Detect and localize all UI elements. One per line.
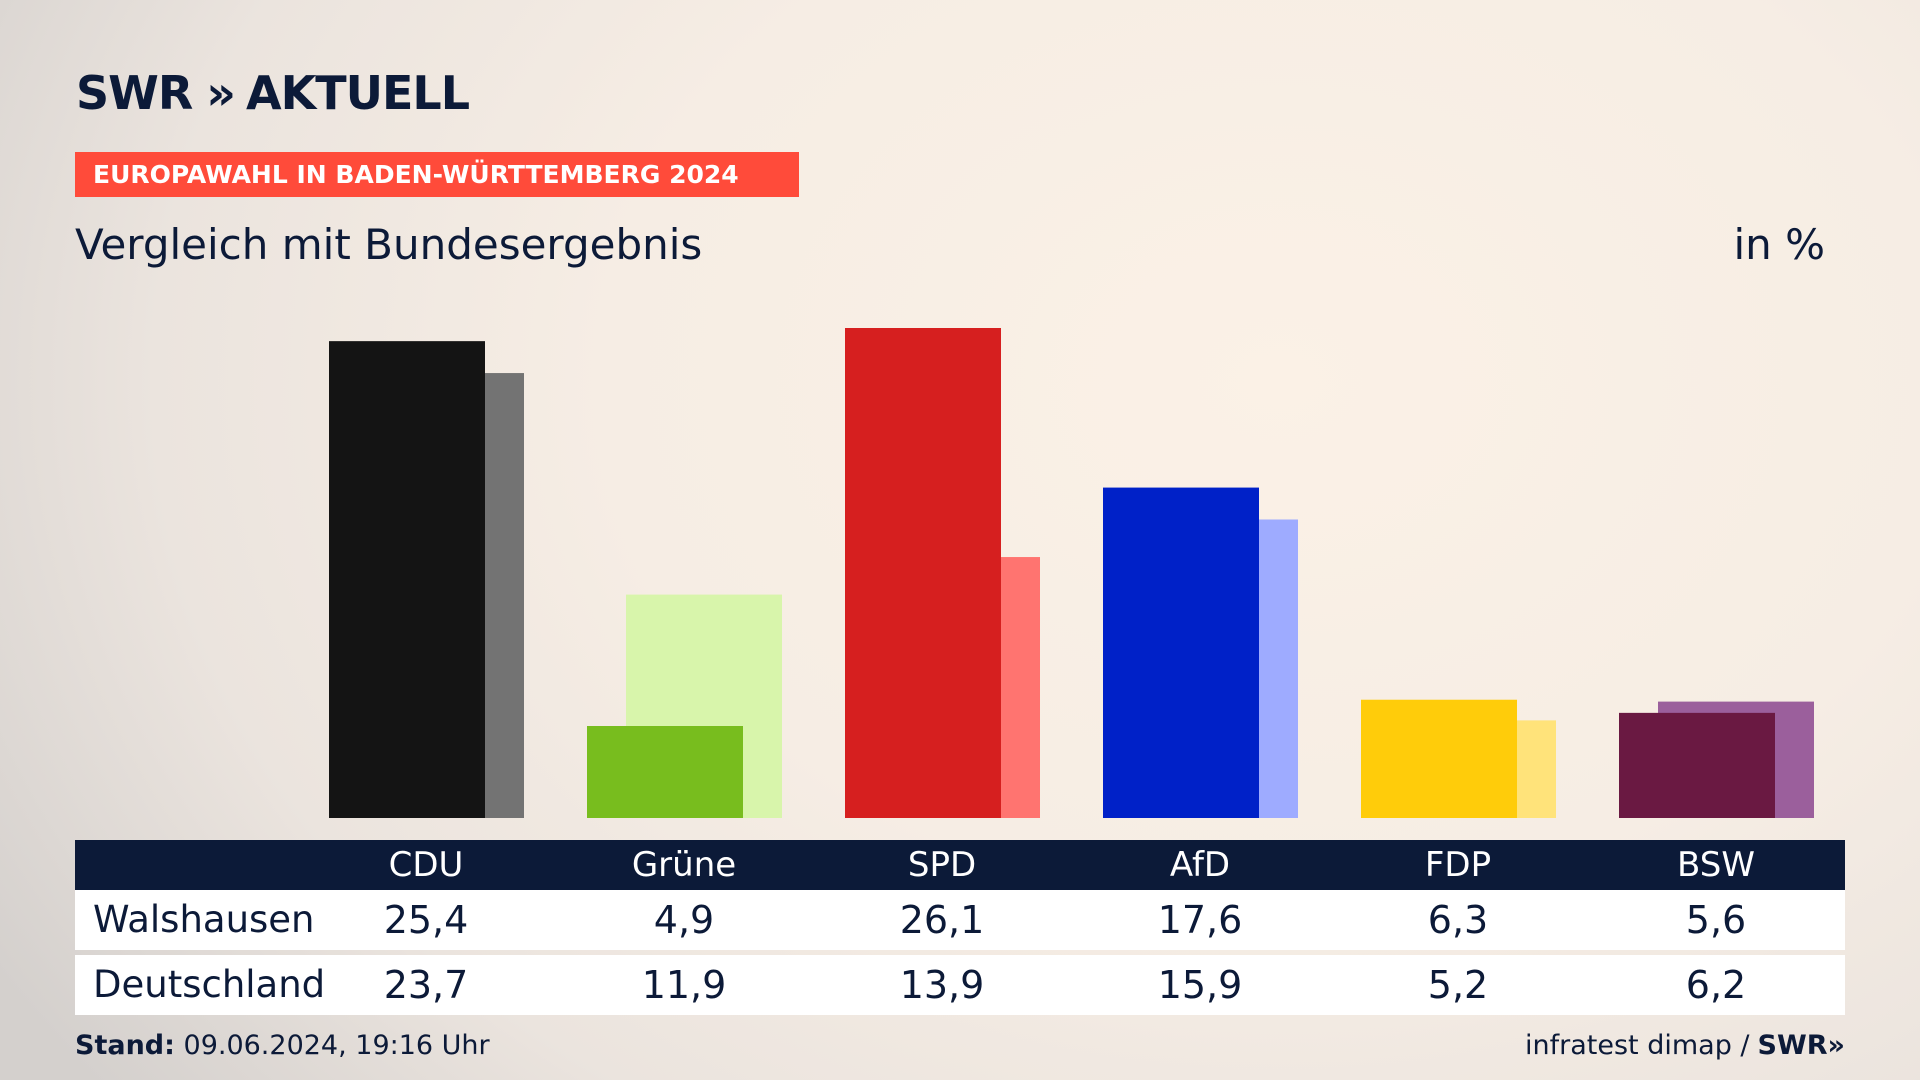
swr-aktuell-logo: SWR» AKTUELL [76,66,470,120]
bar-cdu-walshausen [329,341,485,818]
swr-logo-small: SWR» [1757,1030,1845,1061]
table-cell: 25,4 [383,898,469,942]
stand-label: Stand: [75,1030,175,1061]
source-text: infratest dimap / [1525,1030,1750,1061]
row-label: Deutschland [93,963,326,1006]
table-cell: 23,7 [383,963,469,1007]
bar-fdp-walshausen [1361,699,1517,818]
table-cell: 17,6 [1157,898,1243,942]
table-cell: 13,9 [899,963,985,1007]
bar-spd-walshausen [845,328,1001,818]
table-cell: 26,1 [899,898,985,942]
table-cell: 6,2 [1685,963,1747,1007]
election-banner: EUROPAWAHL IN BADEN-WÜRTTEMBERG 2024 [75,152,799,197]
header-afd: AfD [1169,845,1231,885]
table-row-walshausen: Walshausen 25,4 4,9 26,1 17,6 6,3 5,6 [75,890,1845,950]
source-credit: infratest dimap / SWR» [1525,1030,1845,1061]
bar-bsw-walshausen [1619,712,1775,818]
header-gruene: Grüne [631,845,737,885]
header-bsw: BSW [1677,845,1755,885]
table-cell: 11,9 [641,963,727,1007]
row-label: Walshausen [93,898,315,941]
header-cdu: CDU [388,845,464,885]
header-fdp: FDP [1424,845,1492,885]
timestamp: Stand: 09.06.2024, 19:16 Uhr [75,1030,490,1061]
table-cell: 15,9 [1157,963,1243,1007]
stand-value: 09.06.2024, 19:16 Uhr [183,1030,490,1061]
table-cell: 4,9 [653,898,715,942]
bar-afd-walshausen [1103,487,1259,818]
unit-label: in % [1733,220,1825,269]
header-spd: SPD [907,845,977,885]
bar-gr-ne-walshausen [587,726,743,818]
table-cell: 6,3 [1427,898,1489,942]
chart-subtitle: Vergleich mit Bundesergebnis [75,220,703,269]
logo-swr: SWR [76,66,193,120]
table-cell: 5,6 [1685,898,1747,942]
table-cell: 5,2 [1427,963,1489,1007]
results-table: CDU Grüne SPD AfD FDP BSW Walshausen 25,… [75,840,1845,1015]
logo-aktuell: AKTUELL [246,66,470,120]
bar-chart [329,328,1814,818]
table-row-deutschland: Deutschland 23,7 11,9 13,9 15,9 5,2 6,2 [75,955,1845,1015]
table-header: CDU Grüne SPD AfD FDP BSW [75,840,1845,890]
